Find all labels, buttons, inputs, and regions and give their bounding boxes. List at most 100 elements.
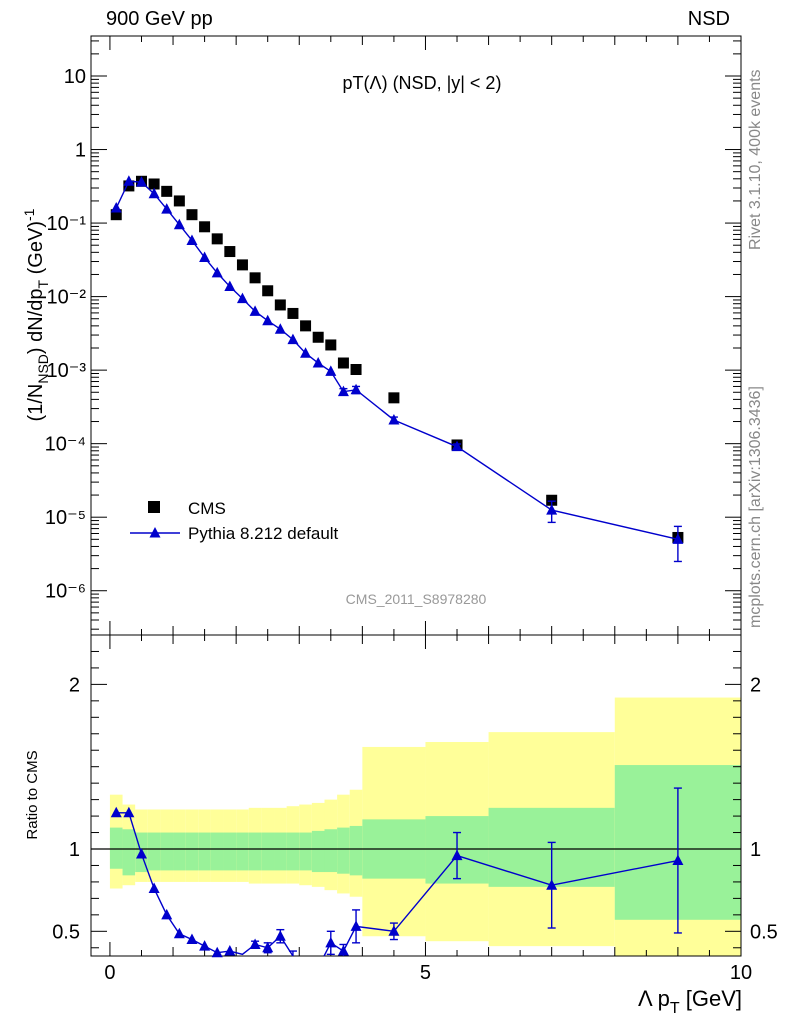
ratio-point: [274, 930, 286, 941]
y-tick-label: 10⁻⁴: [45, 434, 86, 456]
ratio-point: [325, 936, 337, 948]
pythia-point: [148, 187, 160, 199]
legend-pythia-marker: [149, 527, 161, 538]
ratio-band-inner: [147, 832, 161, 871]
ratio-point: [249, 938, 261, 949]
cms-point: [337, 357, 349, 369]
cms-point: [199, 221, 211, 233]
pythia-line: [115, 180, 679, 541]
cms-point: [350, 364, 362, 376]
upper-frame: [90, 35, 742, 636]
pythia-point: [173, 218, 185, 230]
legend-cms-label: CMS: [188, 499, 226, 518]
cms-point: [546, 494, 558, 506]
cms-point: [249, 272, 261, 284]
cms-point: [173, 195, 185, 207]
y-tick-label: 1: [75, 140, 86, 162]
pythia-point: [249, 305, 261, 316]
y-tick-label: 10⁻¹: [47, 213, 87, 235]
ratio-band-inner: [122, 829, 136, 876]
pythia-point: [274, 323, 286, 334]
ratio-point: [388, 925, 400, 936]
y-tick-label: 10⁻⁶: [45, 581, 86, 603]
ratio-y-tick-label: 2: [750, 674, 761, 696]
pythia-point: [388, 413, 400, 425]
cms-point: [312, 331, 324, 343]
ratio-point: [173, 927, 185, 939]
ratio-band-inner: [299, 832, 312, 871]
ratio-plot: Ratio to CMS Λ pT [GeV] 0 5 10 2 2 1 1 0.5 0.5: [24, 36, 778, 1017]
ratio-band-inner: [324, 829, 338, 873]
ratio-band-inner: [248, 832, 262, 871]
header-right: NSD: [688, 8, 730, 30]
ratio-point: [337, 945, 349, 956]
pythia-point: [186, 234, 198, 245]
cms-point: [110, 209, 122, 221]
pythia-point: [312, 357, 324, 368]
ratio-point: [211, 946, 223, 958]
cms-point: [186, 209, 198, 221]
watermark: CMS_2011_S8978280: [346, 591, 487, 607]
pythia-point: [350, 383, 362, 395]
ratio-point: [546, 879, 558, 890]
pythia-point: [546, 504, 558, 515]
pythia-point: [236, 292, 248, 304]
y-tick-label: 10⁻⁵: [45, 507, 86, 529]
cms-point: [262, 285, 274, 297]
ratio-point: [262, 941, 274, 953]
pythia-point: [211, 266, 223, 278]
pythia-point: [325, 365, 337, 376]
ratio-band-inner: [311, 830, 325, 873]
ratio-point: [161, 908, 173, 920]
cms-point: [161, 185, 173, 197]
ratio-band-inner: [349, 825, 363, 876]
ratio-y-tick-label: 2: [69, 674, 80, 696]
ratio-band-inner: [274, 832, 287, 871]
y-tick-label: 10⁻²: [47, 287, 87, 309]
pythia-point: [161, 203, 173, 214]
ratio-y-title: Ratio to CMS: [24, 750, 41, 839]
ratio-band-inner: [109, 827, 123, 869]
y-tick-label: 10⁻³: [47, 360, 87, 382]
legend: CMS Pythia 8.212 default: [130, 499, 339, 543]
ratio-point: [110, 806, 122, 818]
ratio-y-tick-label: 0.5: [52, 921, 80, 943]
x-tick-label: 0: [104, 962, 115, 984]
ratio-y-tick-label: 1: [750, 839, 761, 861]
cms-point: [287, 307, 299, 319]
svg-text:Λ pT [GeV]: Λ pT [GeV]: [638, 986, 742, 1017]
ratio-point: [135, 847, 147, 859]
ratio-band-inner: [185, 832, 199, 871]
ratio-band-inner: [261, 832, 275, 871]
header-left: 900 GeV pp: [106, 8, 213, 30]
pythia-point: [287, 333, 299, 345]
ratio-band-inner: [236, 832, 249, 871]
side-text-top: Rivet 3.1.10, 400k events: [747, 69, 764, 250]
pythia-point: [199, 251, 211, 263]
ratio-point: [123, 806, 135, 818]
pythia-point: [300, 347, 312, 358]
cms-point: [224, 246, 236, 258]
ratio-point: [224, 945, 236, 956]
ratio-band-inner: [223, 832, 237, 871]
upper-plot: pT(Λ) (NSD, |y| < 2) CMS_2011_S8978280 (…: [21, 35, 742, 636]
cms-point: [325, 339, 337, 351]
ratio-band-inner: [173, 832, 186, 871]
ratio-point: [186, 933, 198, 945]
x-tick-label: 10: [730, 962, 752, 984]
pythia-point: [135, 176, 147, 187]
ratio-band-inner: [210, 832, 224, 871]
cms-point: [211, 233, 223, 245]
side-text-bottom: mcplots.cern.ch [arXiv:1306.3436]: [747, 386, 764, 628]
pythia-point: [123, 175, 135, 186]
ratio-point: [672, 854, 684, 866]
ratio-point: [350, 920, 362, 931]
cms-point: [236, 259, 248, 271]
ratio-band-inner: [337, 827, 350, 874]
plot-title: pT(Λ) (NSD, |y| < 2): [343, 73, 502, 93]
ratio-band-inner: [160, 832, 174, 871]
cms-point: [123, 180, 135, 192]
ratio-frame: [90, 634, 742, 957]
legend-pythia-label: Pythia 8.212 default: [188, 524, 339, 543]
pythia-point: [451, 440, 463, 452]
